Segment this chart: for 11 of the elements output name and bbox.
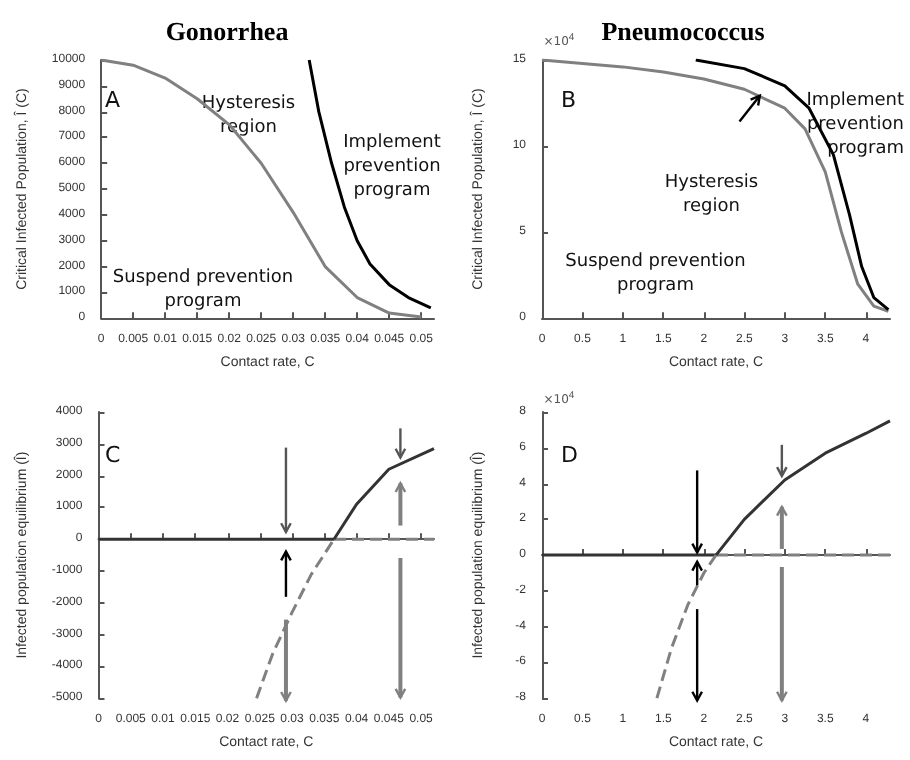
chart-title: Gonorrhea (165, 16, 290, 46)
chart-title: Pneumococcus (601, 16, 765, 46)
annotation: Suspend prevention program (112, 267, 294, 312)
annotation: D (561, 442, 578, 469)
annotation: B (561, 87, 577, 114)
annotation: Suspend prevention program (565, 252, 746, 297)
annotation: A (105, 87, 121, 114)
annotation: Hysteresis region (664, 172, 759, 217)
annotation: Implement prevention program (343, 133, 442, 202)
annotation: C (105, 442, 121, 469)
annotation: Hysteresis region (201, 93, 296, 138)
